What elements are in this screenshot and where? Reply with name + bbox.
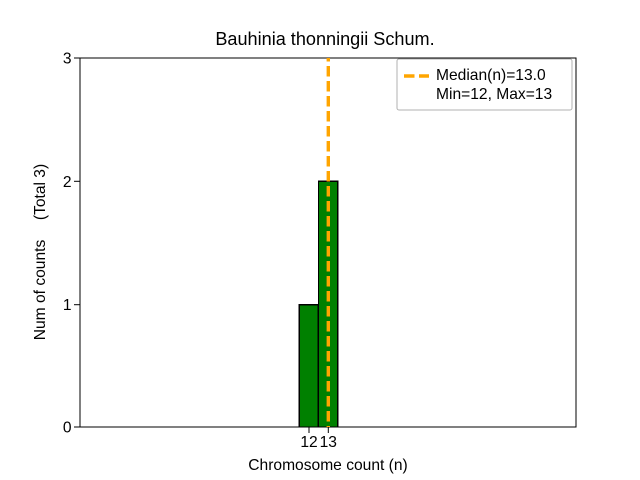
svg-text:13: 13	[320, 434, 337, 451]
svg-text:Bauhinia thonningii Schum.: Bauhinia thonningii Schum.	[215, 29, 434, 49]
svg-text:0: 0	[63, 420, 72, 437]
svg-text:Chromosome count (n): Chromosome count (n)	[248, 457, 407, 474]
svg-text:Min=12, Max=13: Min=12, Max=13	[436, 86, 552, 103]
svg-text:2: 2	[63, 174, 72, 191]
svg-text:Median(n)=13.0: Median(n)=13.0	[436, 67, 546, 84]
svg-text:(Total 3): (Total 3)	[32, 164, 49, 220]
svg-text:Num of counts: Num of counts	[32, 240, 49, 341]
svg-text:1: 1	[63, 297, 72, 314]
svg-text:3: 3	[63, 51, 72, 68]
svg-text:12: 12	[300, 434, 317, 451]
